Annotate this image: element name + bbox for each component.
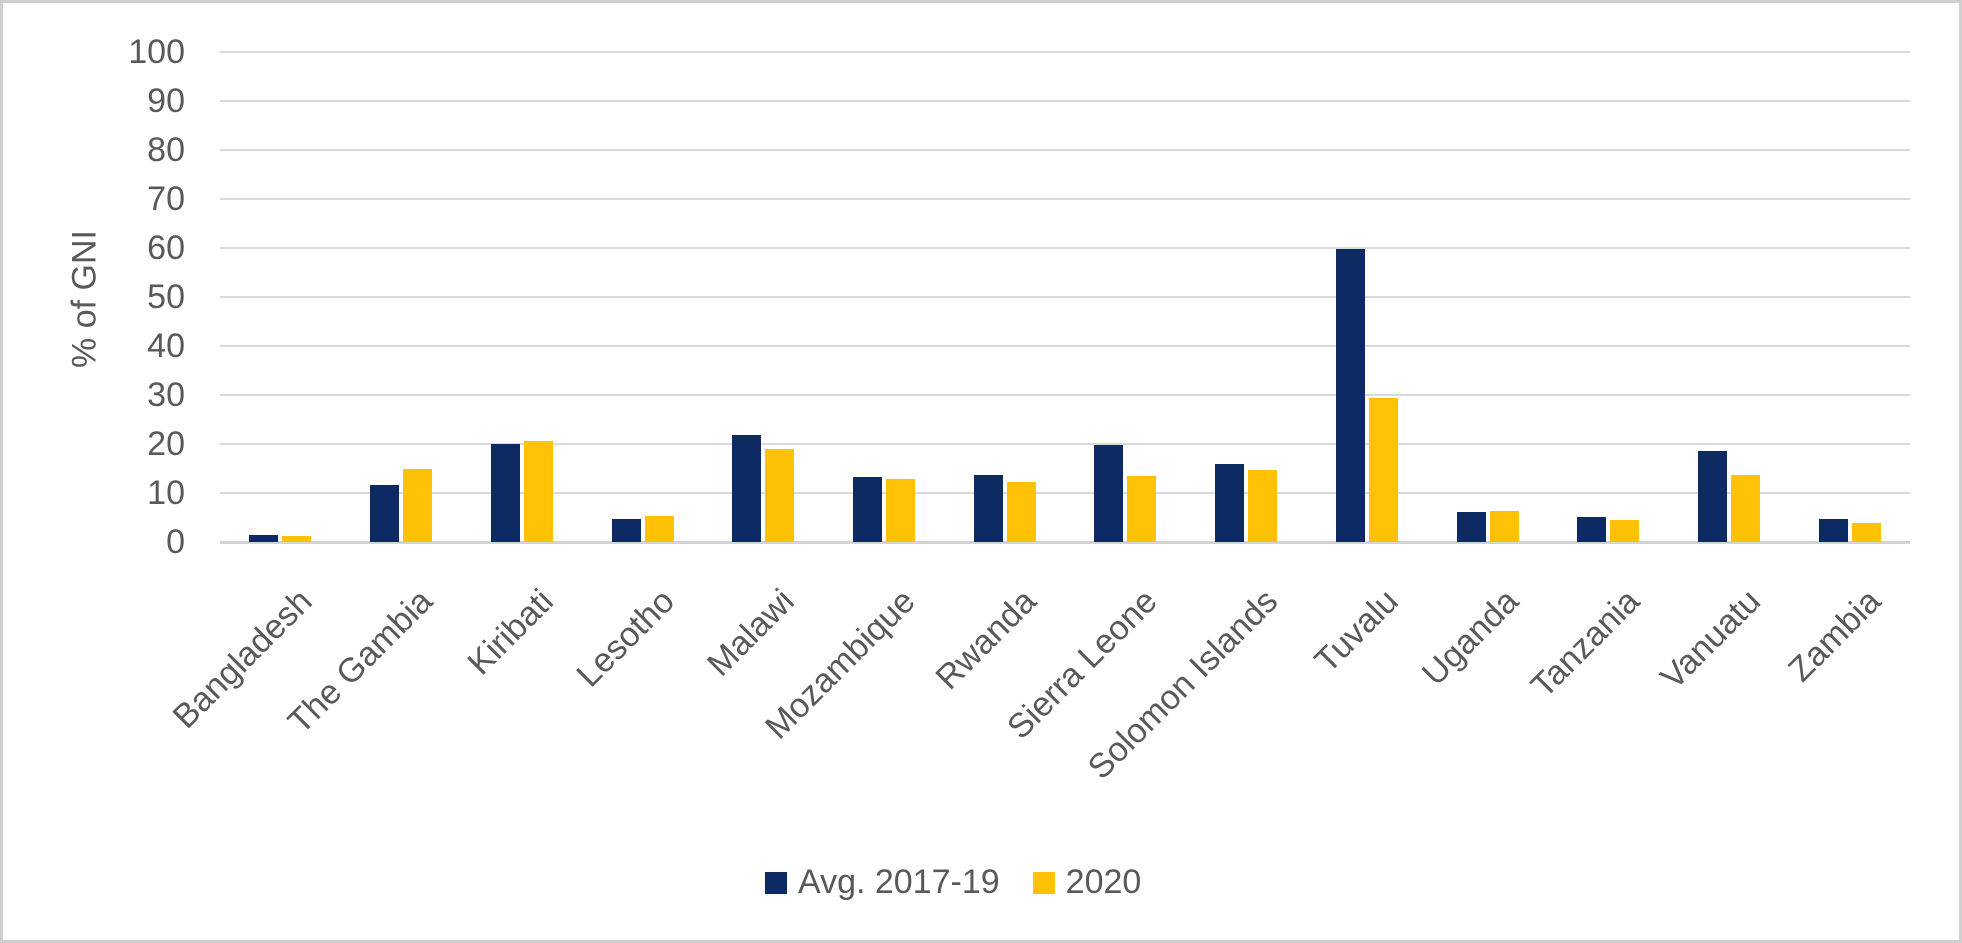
y-tick-label-50: 50 (147, 278, 185, 316)
bar-avg-2017-19-zambia (1818, 519, 1848, 542)
y-tick-label-10: 10 (147, 474, 185, 512)
bar-avg-2017-19-kiribati (490, 444, 520, 542)
bar-avg-2017-19-tuvalu (1335, 248, 1365, 542)
x-tick-label-lesotho: Lesotho (568, 582, 682, 695)
y-tick-label-20: 20 (147, 425, 185, 463)
y-tick-label-90: 90 (147, 82, 185, 120)
gridline-20 (220, 443, 1910, 445)
x-tick-label-zambia: Zambia (1781, 582, 1889, 690)
y-tick-label-100: 100 (128, 33, 185, 71)
bar-2020-zambia (1851, 522, 1881, 542)
x-axis-line (220, 541, 1910, 544)
bar-2020-rwanda (1006, 482, 1036, 542)
legend-item-avg-2017-19: Avg. 2017-19 (765, 863, 1000, 902)
bar-2020-lesotho (644, 516, 674, 542)
bar-avg-2017-19-mozambique (852, 477, 882, 542)
bar-avg-2017-19-bangladesh (249, 534, 279, 542)
legend-item-2020: 2020 (1032, 863, 1142, 902)
gridline-30 (220, 394, 1910, 396)
gridline-10 (220, 492, 1910, 494)
x-tick-label-rwanda: Rwanda (928, 582, 1044, 698)
legend: Avg. 2017-19 2020 (765, 863, 1141, 902)
bar-2020-mozambique (885, 479, 915, 542)
bar-2020-the-gambia (403, 468, 433, 542)
gridline-70 (220, 198, 1910, 200)
bar-2020-malawi (765, 448, 795, 542)
gridline-40 (220, 345, 1910, 347)
y-tick-label-70: 70 (147, 180, 185, 218)
gridline-80 (220, 149, 1910, 151)
bar-2020-sierra-leone (1127, 475, 1157, 542)
legend-label-2020: 2020 (1065, 863, 1142, 901)
y-tick-label-40: 40 (147, 327, 185, 365)
bar-2020-kiribati (523, 440, 553, 542)
gridline-50 (220, 296, 1910, 298)
bar-avg-2017-19-rwanda (973, 474, 1003, 542)
bar-avg-2017-19-the-gambia (370, 484, 400, 542)
gridline-90 (220, 100, 1910, 102)
bar-2020-tuvalu (1368, 397, 1398, 542)
bar-2020-bangladesh (282, 536, 312, 542)
x-tick-label-malawi: Malawi (700, 582, 803, 684)
gridline-60 (220, 247, 1910, 249)
x-tick-label-vanuatu: Vanuatu (1653, 582, 1768, 697)
x-tick-label-tanzania: Tanzania (1523, 582, 1648, 706)
x-tick-label-kiribati: Kiribati (460, 582, 561, 683)
bar-avg-2017-19-vanuatu (1697, 450, 1727, 542)
gridline-100 (220, 51, 1910, 53)
y-tick-label-60: 60 (147, 229, 185, 267)
legend-swatch-avg-2017-19 (765, 871, 787, 894)
bar-avg-2017-19-lesotho (611, 519, 641, 542)
bar-2020-solomon-islands (1248, 469, 1278, 542)
bar-2020-vanuatu (1730, 474, 1760, 542)
y-tick-label-30: 30 (147, 376, 185, 414)
bar-2020-uganda (1489, 510, 1519, 542)
bar-avg-2017-19-uganda (1456, 512, 1486, 542)
legend-swatch-2020 (1032, 871, 1055, 894)
x-tick-label-uganda: Uganda (1415, 582, 1527, 694)
y-tick-label-80: 80 (147, 131, 185, 169)
bar-avg-2017-19-sierra-leone (1094, 445, 1124, 542)
y-tick-label-0: 0 (166, 523, 185, 561)
legend-label-avg-2017-19: Avg. 2017-19 (798, 863, 1000, 901)
bar-avg-2017-19-solomon-islands (1215, 464, 1245, 542)
bar-2020-tanzania (1610, 520, 1640, 542)
bar-avg-2017-19-malawi (732, 435, 762, 542)
bar-avg-2017-19-tanzania (1577, 516, 1607, 542)
x-tick-label-tuvalu: Tuvalu (1307, 582, 1406, 681)
